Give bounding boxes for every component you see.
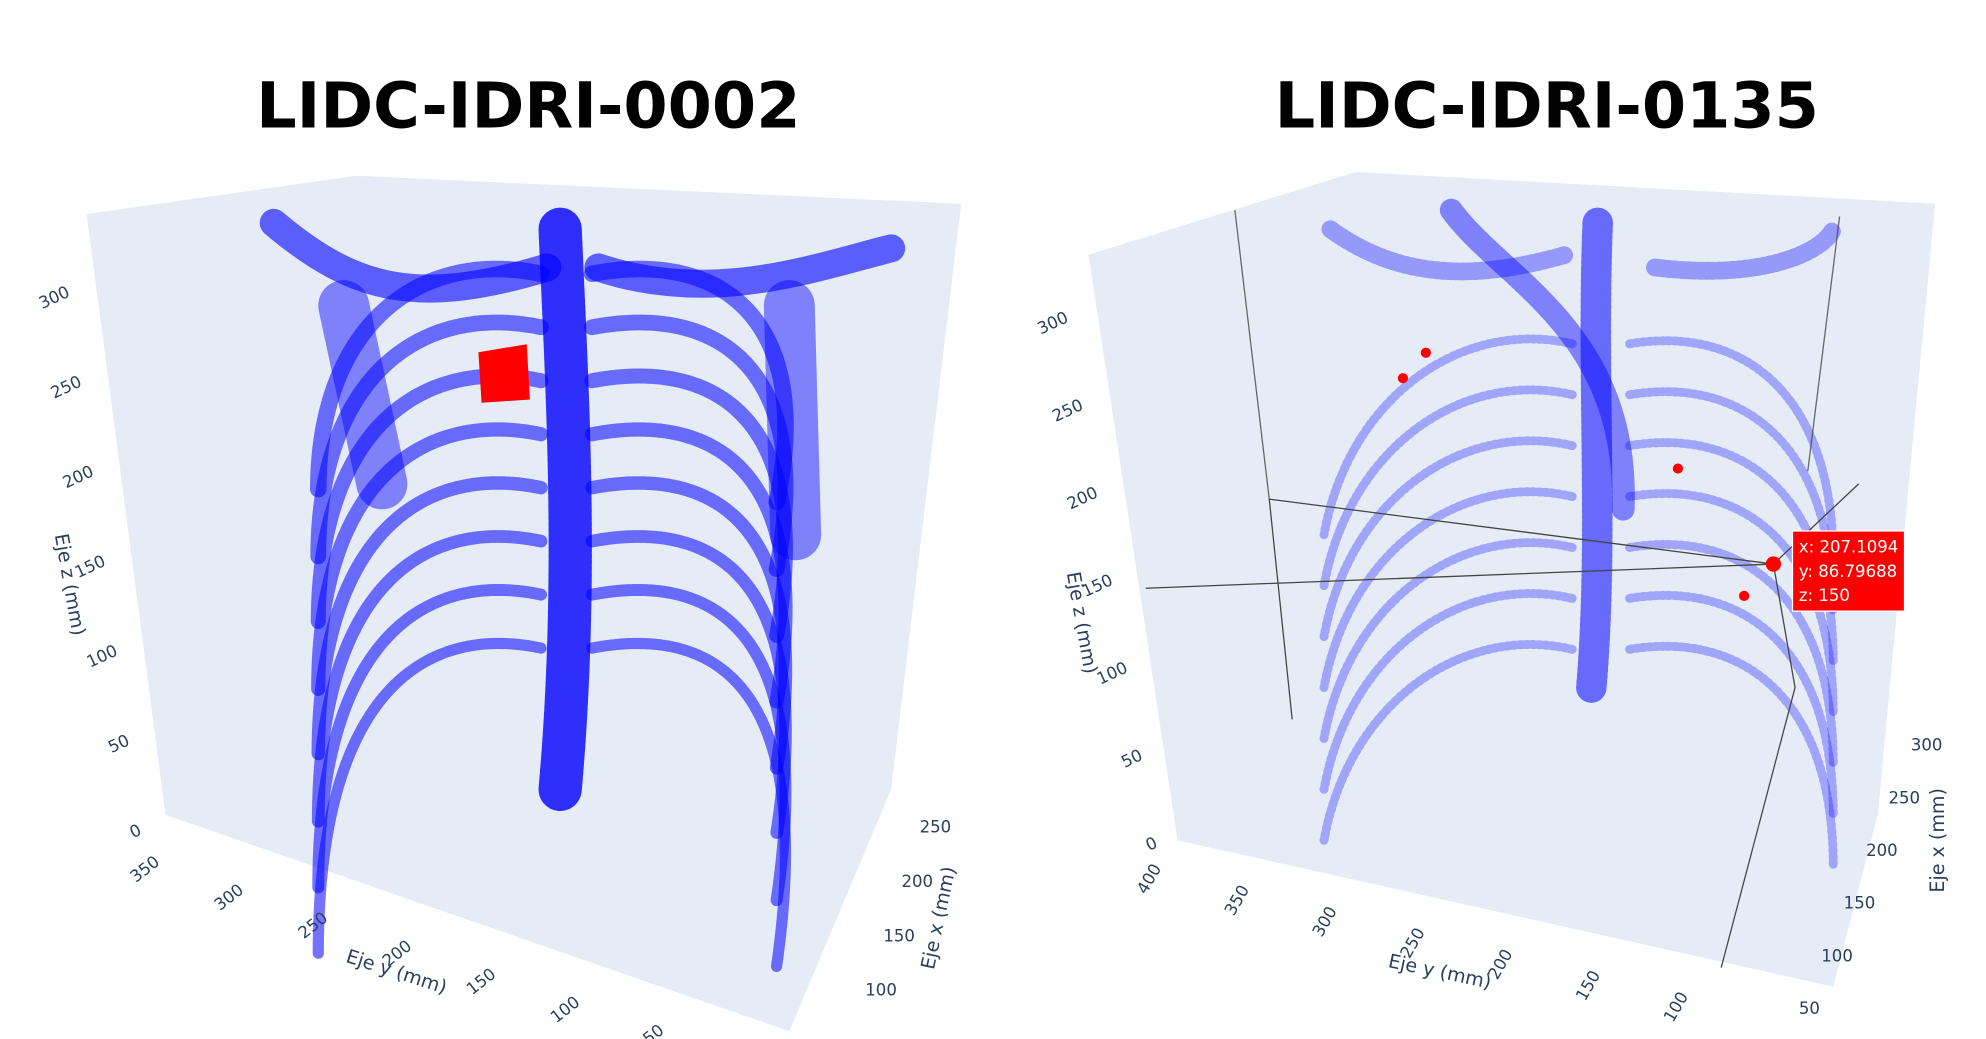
y-tick-label: 50 <box>639 1020 667 1039</box>
y-tick-label: 250 <box>295 908 332 942</box>
chart-title: LIDC-IDRI-0002 <box>256 69 800 143</box>
hover-box <box>1791 530 1906 612</box>
x-tick-label: 100 <box>1821 946 1853 965</box>
y-tick-label: 350 <box>1221 882 1253 919</box>
scene-2 <box>1088 171 1936 987</box>
rib <box>1319 589 1577 794</box>
z-tick-label: 0 <box>1143 833 1161 855</box>
rib <box>1319 640 1577 845</box>
spine <box>538 207 592 812</box>
axis-title: Eje y (mm) <box>1386 949 1493 993</box>
y-tick-label: 300 <box>211 880 248 914</box>
z-tick-label: 50 <box>1118 746 1145 772</box>
z-tick-label: 250 <box>1049 395 1086 426</box>
x-tick-label: 300 <box>1911 736 1943 755</box>
rib <box>311 530 548 828</box>
hover-label: x: 207.1094 <box>1799 538 1899 557</box>
pane <box>86 175 357 815</box>
x-tick-label: 250 <box>920 818 952 837</box>
rib <box>1625 641 1838 871</box>
z-tick-label: 300 <box>1034 308 1071 339</box>
z-tick-label: 100 <box>84 641 121 672</box>
y-tick-label: 100 <box>547 992 584 1026</box>
rib <box>1625 336 1838 565</box>
hover-label: y: 86.79688 <box>1799 562 1897 581</box>
y-tick-label: 100 <box>1660 989 1692 1026</box>
spine <box>1576 207 1613 703</box>
rib <box>1625 540 1838 769</box>
rib <box>310 314 549 565</box>
pane <box>1292 171 1936 815</box>
y-tick-label: 350 <box>127 852 164 886</box>
vessel <box>1439 198 1635 521</box>
y-tick-label: 300 <box>1309 903 1341 940</box>
rib <box>1319 487 1577 693</box>
rib <box>1625 489 1838 718</box>
nodule <box>1420 347 1431 358</box>
rib <box>1319 334 1577 540</box>
pane <box>1177 719 1878 987</box>
axis-title: Eje z (mm) <box>50 532 91 638</box>
x-tick-label: 50 <box>1799 999 1820 1018</box>
rib <box>311 422 549 696</box>
spike-line <box>1234 210 1841 500</box>
nodule <box>1672 463 1684 474</box>
nodule <box>1739 590 1750 601</box>
rib <box>311 476 548 762</box>
x-tick-label: 150 <box>883 926 915 945</box>
y-tick-label: 150 <box>1572 967 1604 1004</box>
rib <box>1319 385 1577 591</box>
x-tick-label: 200 <box>1866 841 1898 860</box>
axis-title: Eje x (mm) <box>1926 788 1949 893</box>
z-tick-label: 300 <box>36 282 73 313</box>
x-tick-label: 100 <box>865 981 897 1000</box>
rib <box>586 637 791 972</box>
nodule <box>1397 373 1409 384</box>
clavicle <box>1321 220 1843 281</box>
z-tick-label: 200 <box>1064 483 1101 514</box>
hover-label: z: 150 <box>1799 586 1850 605</box>
scapula <box>318 280 822 561</box>
clavicle <box>259 208 906 303</box>
hovered-point <box>1765 556 1782 572</box>
y-tick-label: 400 <box>1133 860 1165 897</box>
z-tick-label: 50 <box>105 731 132 757</box>
z-tick-label: 250 <box>48 372 85 403</box>
rib <box>312 584 548 894</box>
nodule <box>478 344 530 403</box>
z-tick-label: 200 <box>60 462 97 493</box>
x-tick-label: 200 <box>901 872 933 891</box>
pane <box>1088 171 1356 841</box>
x-tick-label: 250 <box>1888 788 1920 807</box>
rib <box>1319 436 1577 642</box>
rib <box>1625 590 1838 820</box>
z-tick-label: 0 <box>127 820 145 842</box>
x-tick-label: 150 <box>1844 894 1876 913</box>
rib <box>1319 538 1577 743</box>
point-cloud <box>1319 198 1843 871</box>
hover-crosshair <box>1145 210 1860 968</box>
chart-title: LIDC-IDRI-0135 <box>1275 69 1819 143</box>
rib <box>312 637 547 960</box>
point-cloud <box>259 207 906 972</box>
pane <box>165 760 892 1032</box>
y-tick-label: 150 <box>463 964 500 998</box>
